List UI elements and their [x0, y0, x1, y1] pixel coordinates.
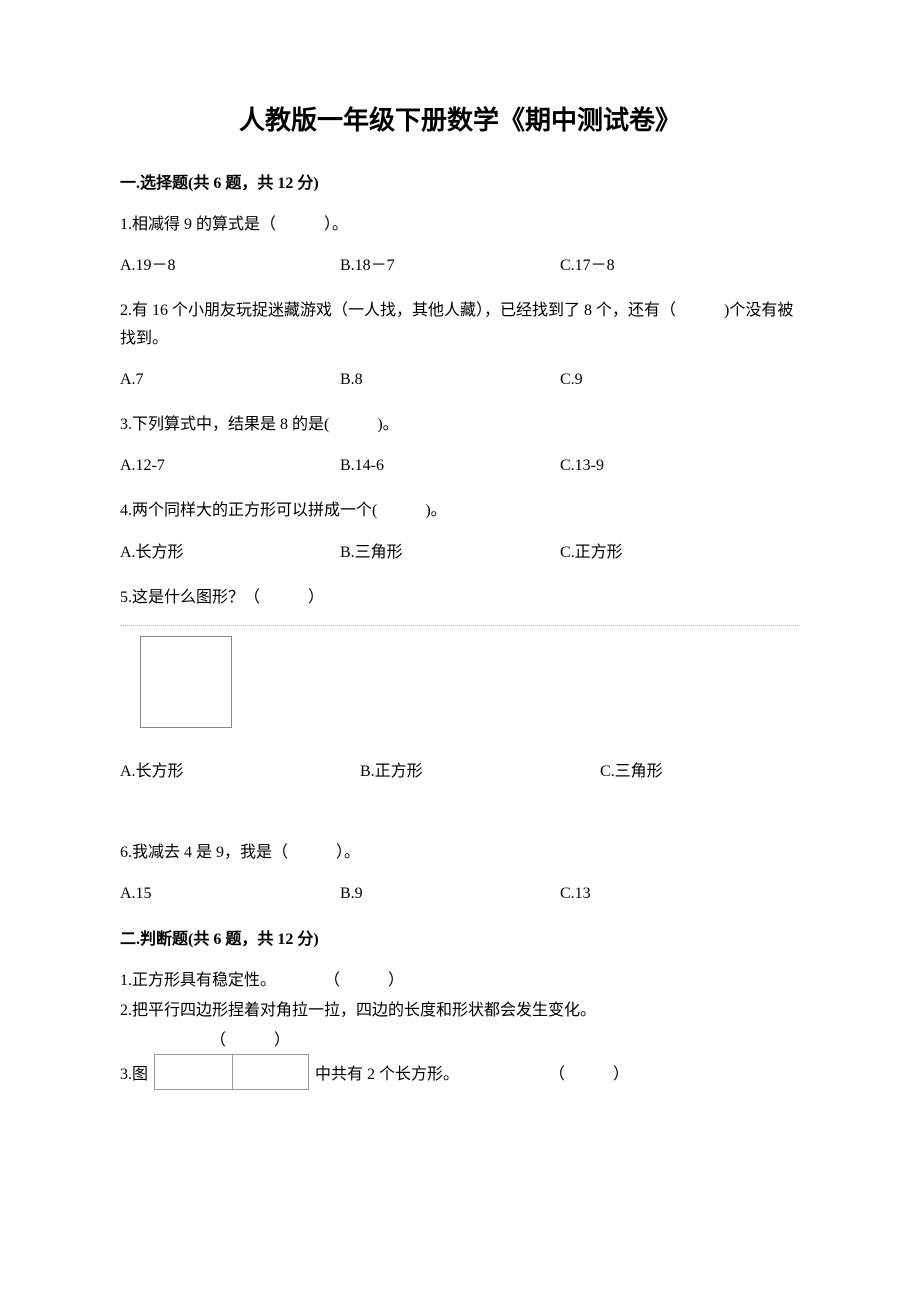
question-4: 4.两个同样大的正方形可以拼成一个( )。 A.长方形 B.三角形 C.正方形: [120, 497, 800, 565]
section-1-header: 一.选择题(共 6 题，共 12 分): [120, 169, 800, 193]
question-3-options: A.12-7 B.14-6 C.13-9: [120, 452, 800, 479]
option-b: B.14-6: [340, 452, 560, 479]
tf-question-3: 3.图 中共有 2 个长方形。 （ ）: [120, 1054, 800, 1090]
option-b: B.9: [340, 880, 560, 907]
option-c: C.三角形: [600, 758, 800, 785]
option-c: C.13-9: [560, 452, 760, 479]
question-4-options: A.长方形 B.三角形 C.正方形: [120, 539, 800, 566]
option-c: C.13: [560, 880, 760, 907]
option-c: C.正方形: [560, 539, 760, 566]
question-5-options: A.长方形 B.正方形 C.三角形: [120, 758, 800, 785]
option-b: B.18－7: [340, 252, 560, 279]
tf-question-1: 1.正方形具有稳定性。 （ ）: [120, 967, 800, 994]
option-a: A.19－8: [120, 252, 340, 279]
two-rect-figure: [154, 1054, 309, 1090]
option-b: B.三角形: [340, 539, 560, 566]
option-b: B.8: [340, 366, 560, 393]
question-3: 3.下列算式中，结果是 8 的是( )。 A.12-7 B.14-6 C.13-…: [120, 411, 800, 479]
dotted-divider: [120, 625, 800, 626]
tf-question-2: 2.把平行四边形捏着对角拉一拉，四边的长度和形状都会发生变化。: [120, 997, 800, 1024]
question-6-options: A.15 B.9 C.13: [120, 880, 800, 907]
tf-q3-suffix: 中共有 2 个长方形。: [315, 1060, 459, 1084]
section-2-header: 二.判断题(共 6 题，共 12 分): [120, 925, 800, 949]
question-1-options: A.19－8 B.18－7 C.17－8: [120, 252, 800, 279]
option-a: A.12-7: [120, 452, 340, 479]
tf-q3-paren: （ ）: [549, 1060, 629, 1084]
question-6: 6.我减去 4 是 9，我是（ ）。 A.15 B.9 C.13: [120, 839, 800, 907]
tf-q3-prefix: 3.图: [120, 1060, 148, 1084]
option-a: A.15: [120, 880, 340, 907]
question-4-text: 4.两个同样大的正方形可以拼成一个( )。: [120, 497, 800, 524]
option-a: A.长方形: [120, 758, 360, 785]
question-2-text: 2.有 16 个小朋友玩捉迷藏游戏（一人找，其他人藏），已经找到了 8 个，还有…: [120, 297, 800, 351]
question-1: 1.相减得 9 的算式是（ ）。 A.19－8 B.18－7 C.17－8: [120, 211, 800, 279]
question-5-text: 5.这是什么图形？（ ）: [120, 584, 800, 611]
option-a: A.长方形: [120, 539, 340, 566]
option-b: B.正方形: [360, 758, 600, 785]
option-c: C.17－8: [560, 252, 760, 279]
question-3-text: 3.下列算式中，结果是 8 的是( )。: [120, 411, 800, 438]
option-c: C.9: [560, 366, 760, 393]
question-2: 2.有 16 个小朋友玩捉迷藏游戏（一人找，其他人藏），已经找到了 8 个，还有…: [120, 297, 800, 393]
tf-question-2-paren: （ ）: [210, 1026, 800, 1050]
option-a: A.7: [120, 366, 340, 393]
square-shape: [140, 636, 232, 728]
question-2-options: A.7 B.8 C.9: [120, 366, 800, 393]
question-5: 5.这是什么图形？（ ） A.长方形 B.正方形 C.三角形: [120, 584, 800, 785]
question-6-text: 6.我减去 4 是 9，我是（ ）。: [120, 839, 800, 866]
exam-title: 人教版一年级下册数学《期中测试卷》: [120, 100, 800, 137]
question-1-text: 1.相减得 9 的算式是（ ）。: [120, 211, 800, 238]
